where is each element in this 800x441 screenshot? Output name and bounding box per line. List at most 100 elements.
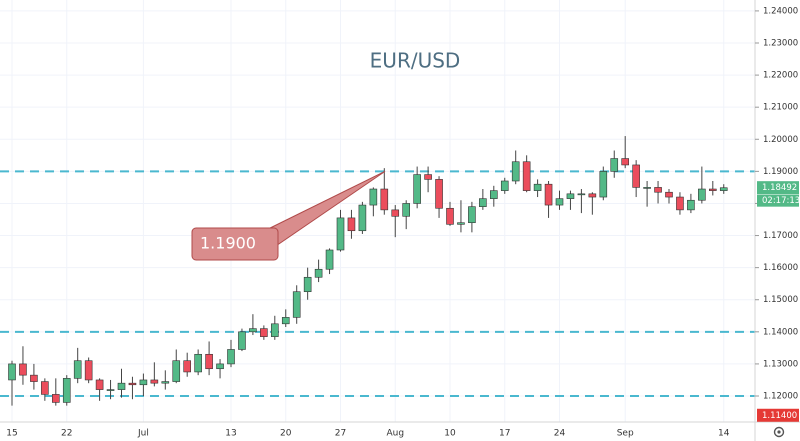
candle-body bbox=[577, 193, 586, 196]
candle-body bbox=[424, 174, 432, 180]
candle-body bbox=[238, 331, 246, 350]
countdown-tag bbox=[757, 194, 799, 207]
y-tick-label: 1.19000 bbox=[763, 167, 798, 177]
candle-body bbox=[468, 206, 476, 224]
y-tick-label: 1.13000 bbox=[763, 359, 798, 369]
candle-body bbox=[281, 317, 290, 325]
y-tick-label: 1.16000 bbox=[763, 263, 798, 273]
y-tick-label: 1.14000 bbox=[763, 327, 798, 337]
candle-body bbox=[95, 379, 104, 390]
candle-body bbox=[632, 164, 640, 188]
candle-body bbox=[621, 158, 630, 166]
candle-body bbox=[227, 349, 235, 365]
chart-title: EUR/USD bbox=[370, 49, 461, 73]
low-marker-label: 1.11400 bbox=[762, 411, 797, 421]
candle-body bbox=[249, 328, 257, 333]
candle-body bbox=[708, 188, 717, 191]
candle-body bbox=[73, 360, 82, 379]
candle-body bbox=[117, 382, 126, 390]
candle-body bbox=[41, 381, 49, 395]
candle-body bbox=[566, 193, 575, 199]
candle-body bbox=[358, 204, 367, 232]
y-tick-label: 1.21000 bbox=[763, 103, 798, 113]
candle-body bbox=[446, 207, 454, 225]
candle-body bbox=[325, 249, 334, 270]
candle-body bbox=[314, 268, 323, 278]
x-tick-label: 24 bbox=[554, 429, 566, 439]
candle-body bbox=[479, 198, 487, 207]
candle-body bbox=[687, 199, 695, 211]
candle-body bbox=[533, 183, 542, 191]
x-tick-label: 17 bbox=[499, 429, 510, 439]
axes: 1.12000 1.13000 1.14000 1.15000 1.16000 1.170… bbox=[6, 6, 800, 438]
candle-body bbox=[161, 381, 170, 384]
candle-body bbox=[62, 378, 71, 403]
candle-body bbox=[610, 158, 619, 172]
x-tick-label: Jul bbox=[137, 429, 149, 439]
candle-body bbox=[8, 363, 16, 381]
candle-body bbox=[599, 171, 608, 198]
candle-body bbox=[30, 374, 38, 382]
plot: 1.1900 bbox=[0, 136, 755, 406]
candle-body bbox=[19, 363, 27, 376]
candle-body bbox=[260, 328, 268, 337]
candle-body bbox=[457, 222, 465, 225]
x-tick-label: 20 bbox=[280, 429, 292, 439]
y-tick-label: 1.24000 bbox=[763, 6, 798, 16]
candle-body bbox=[435, 179, 443, 209]
last-price-tag bbox=[757, 181, 799, 195]
x-tick-label: Aug bbox=[386, 429, 404, 439]
candle-body bbox=[139, 379, 148, 386]
candle-body bbox=[489, 190, 498, 199]
candle-body bbox=[719, 187, 728, 191]
candle-body bbox=[500, 180, 509, 191]
x-tick-label: 14 bbox=[718, 429, 730, 439]
candle-body bbox=[270, 323, 279, 337]
callout-box bbox=[191, 227, 279, 261]
gear-center[interactable] bbox=[777, 430, 781, 434]
candle-body bbox=[172, 360, 181, 382]
candle-body bbox=[665, 191, 673, 198]
candle-body bbox=[292, 291, 301, 318]
callout-label: 1.1900 bbox=[200, 234, 256, 253]
y-tick-label: 1.22000 bbox=[763, 71, 798, 81]
candle-body bbox=[369, 188, 378, 206]
candle-body bbox=[347, 217, 356, 232]
candle-body bbox=[303, 276, 312, 293]
candle-body bbox=[511, 161, 520, 182]
countdown-label: 02:17:13 bbox=[762, 196, 800, 206]
candle-body bbox=[413, 174, 421, 204]
x-tick-label: 22 bbox=[61, 429, 72, 439]
gear[interactable] bbox=[773, 426, 785, 438]
candle-body bbox=[643, 187, 651, 189]
candle-body bbox=[106, 389, 115, 391]
candle-body bbox=[522, 161, 531, 191]
x-tick-label: 13 bbox=[225, 429, 236, 439]
x-tick-label: 10 bbox=[444, 429, 456, 439]
candle-body bbox=[555, 198, 564, 206]
last-price-label: 1.18492 bbox=[762, 183, 797, 193]
y-tick-label: 1.23000 bbox=[763, 39, 798, 49]
candle-body bbox=[150, 379, 159, 384]
settings-icon[interactable] bbox=[773, 426, 785, 438]
candle-body bbox=[654, 187, 662, 193]
candle-body bbox=[391, 209, 400, 217]
candle-body bbox=[676, 196, 684, 211]
low-marker-tag bbox=[757, 408, 799, 422]
candle-body bbox=[336, 217, 345, 251]
candle-body bbox=[544, 183, 553, 206]
x-tick-label: 15 bbox=[6, 429, 17, 439]
y-tick-label: 1.17000 bbox=[763, 231, 798, 241]
x-tick-label: Sep bbox=[617, 429, 634, 439]
candle-body bbox=[380, 188, 389, 211]
candle-body bbox=[402, 203, 411, 217]
candle-body bbox=[194, 353, 202, 373]
candle-body bbox=[51, 394, 60, 403]
y-tick-label: 1.12000 bbox=[763, 392, 798, 402]
candle-body bbox=[183, 360, 191, 373]
x-tick-label: 27 bbox=[335, 429, 346, 439]
y-tick-label: 1.15000 bbox=[763, 295, 798, 305]
